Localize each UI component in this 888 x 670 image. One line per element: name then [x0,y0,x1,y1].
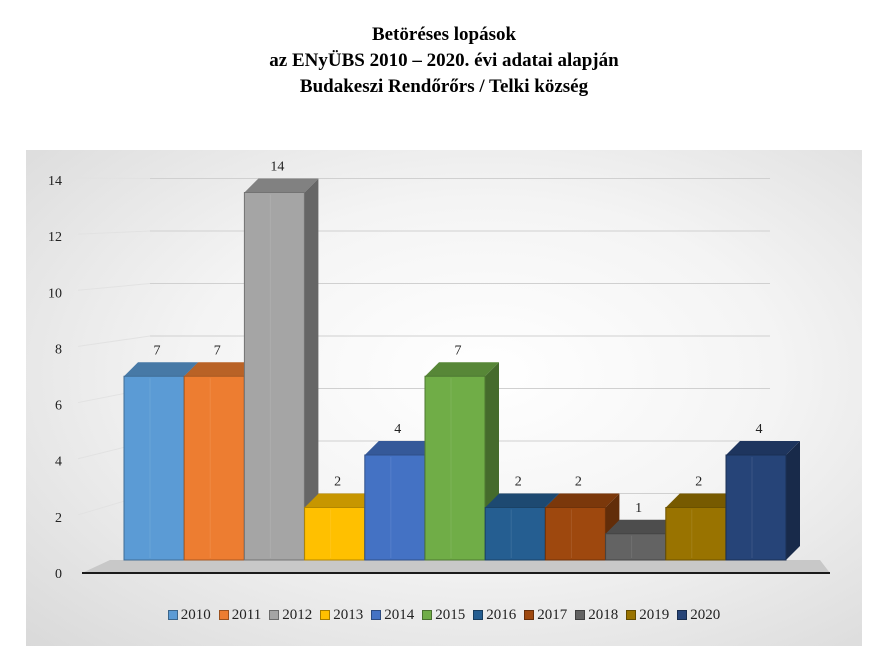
title-line-2: az ENyÜBS 2010 – 2020. évi adatai alapjá… [269,50,619,71]
legend-item-2014: 2014 [371,607,414,624]
y-tick-label: 2 [55,511,62,526]
bar-front [364,454,426,561]
title-line-3: Budakeszi Rendőrőrs / Telki község [299,76,589,97]
bar-front [123,375,185,561]
data-label-2020: 4 [756,422,763,437]
data-label-2014: 4 [394,422,401,437]
legend-swatch [575,610,586,620]
legend-item-2012: 2012 [269,607,312,624]
legend-label: 2010 [180,606,211,623]
bar-front [424,375,486,561]
legend-item-2017: 2017 [524,607,567,624]
gridline-side [77,230,151,235]
legend-swatch [524,610,535,620]
legend-label: 2012 [282,606,313,623]
legend-label: 2014 [384,606,415,623]
bar-side [304,178,319,560]
legend-swatch [167,610,178,620]
y-tick-label: 12 [48,230,62,245]
data-label-2015: 7 [455,343,462,358]
data-label-2018: 1 [635,501,642,516]
bar-top [605,519,680,534]
data-label-2019: 2 [695,475,702,490]
legend-label: 2020 [690,606,721,623]
data-label-2016: 2 [515,475,522,490]
y-tick-label: 6 [55,399,62,414]
title-line-1: Betöréses lopások [371,24,517,45]
bar-2020 [725,441,800,561]
data-label-2012: 14 [270,160,284,175]
bar-front [544,507,606,561]
bar-front [605,533,667,561]
bar-top [665,493,740,508]
legend-swatch [320,610,331,620]
legend-swatch [269,610,280,620]
legend-label: 2018 [588,606,619,623]
legend-item-2011: 2011 [218,606,262,624]
bar-top [425,362,499,377]
bar-top [726,441,800,455]
legend-item-2020: 2020 [677,607,720,624]
data-label-2010: 7 [154,343,161,358]
legend-swatch [218,610,229,620]
y-tick-label: 4 [55,455,62,470]
legend-item-2016: 2016 [473,607,516,624]
legend-item-2015: 2015 [422,607,465,624]
bar-front [484,507,546,561]
legend-label: 2013 [333,606,364,623]
chart-title: Betöréses lopások az ENyÜBS 2010 – 2020.… [0,22,888,100]
bar-top [545,493,620,508]
data-label-2013: 2 [334,475,341,490]
chart-floor [82,560,830,573]
bar-front [725,454,787,561]
bar-top [244,178,319,193]
data-label-2011: 7 [214,343,221,358]
y-tick-label: 14 [48,174,62,189]
y-tick-label: 8 [55,342,62,357]
legend-swatch [422,610,433,620]
y-tick-label: 10 [48,286,62,301]
legend-item-2010: 2010 [167,606,211,624]
legend-item-2013: 2013 [320,607,363,624]
legend-swatch [677,610,688,620]
legend: 2010 2011 2012 2013 2014 2015 2016 2017 2018 2019… [26,600,862,630]
legend-item-2019: 2019 [626,607,669,624]
y-tick-label: 0 [55,567,62,582]
legend-swatch [371,610,382,620]
bar-front [243,192,305,561]
legend-swatch [626,610,637,620]
bar-front [304,507,366,561]
bar-2012 [243,178,319,561]
legend-swatch [473,610,484,620]
legend-label: 2016 [486,606,517,623]
data-label-2017: 2 [575,475,582,490]
bar-top [184,362,259,377]
bar-top [364,441,439,455]
bar-top [485,493,560,508]
gridline-side [77,335,151,347]
legend-label: 2011 [231,606,262,623]
gridline-side [77,177,151,179]
legend-label: 2015 [435,606,466,623]
legend-label: 2017 [537,606,568,623]
bar-front [183,375,245,561]
legend-item-2018: 2018 [575,607,618,624]
bar-top [304,493,379,508]
gridline-side [77,283,151,291]
legend-label: 2019 [639,606,670,623]
bar-side [786,441,800,560]
bar-front [665,507,727,561]
bar-top [124,362,198,377]
